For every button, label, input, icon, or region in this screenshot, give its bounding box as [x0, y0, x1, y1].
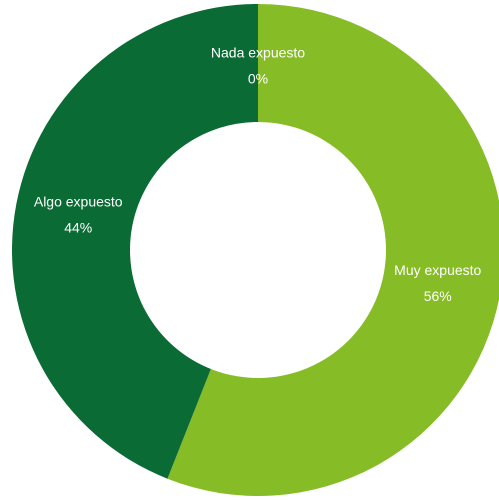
value-label: 56% [424, 288, 452, 304]
slice-label: Nada expuesto [211, 45, 305, 61]
slice-label: Algo expuesto [34, 193, 123, 209]
slice [167, 4, 499, 496]
slice [11, 4, 258, 479]
value-label: 44% [64, 219, 92, 235]
value-label: 0% [248, 71, 268, 87]
slice-label: Muy expuesto [394, 262, 481, 278]
